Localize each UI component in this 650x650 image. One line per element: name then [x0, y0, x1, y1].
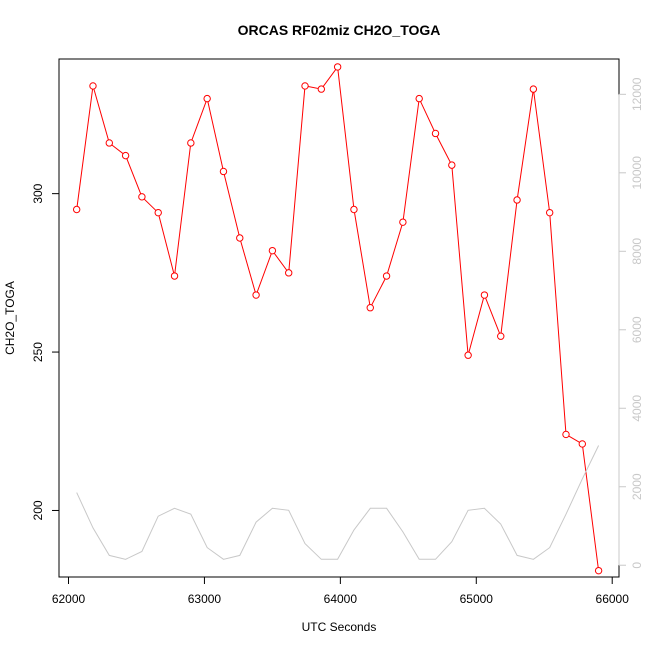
x-tick-label: 64000 — [324, 592, 358, 606]
y2-tick-label: 12000 — [630, 77, 644, 111]
ch2o-data-point — [105, 139, 113, 147]
ch2o-series-line — [76, 65, 600, 571]
y-axis-left: 200 250 300 — [31, 183, 60, 520]
y-axis-right: 0 2000 4000 6000 8000 10000 12000 — [618, 77, 644, 569]
y-axis-label: CH2O_TOGA — [3, 281, 17, 355]
ch2o-data-point — [72, 205, 81, 214]
ch2o-data-point — [317, 85, 326, 93]
y2-tick-label: 0 — [630, 562, 644, 569]
ch2o-data-point — [285, 269, 293, 277]
ch2o-data-point — [236, 234, 244, 242]
x-tick-label: 62000 — [52, 592, 86, 606]
plot-frame — [58, 58, 620, 578]
x-tick-label: 66000 — [596, 592, 630, 606]
ch2o-data-point — [448, 161, 456, 169]
y2-tick-label: 8000 — [630, 238, 644, 265]
x-tick-label: 63000 — [188, 592, 222, 606]
ch2o-data-point — [578, 440, 587, 448]
ch2o-data-point — [333, 63, 342, 71]
ch2o-data-point — [562, 430, 570, 439]
y2-tick-label: 2000 — [630, 473, 644, 500]
ch2o-data-point — [350, 205, 358, 214]
ch2o-data-point — [138, 193, 146, 201]
ch2o-data-point — [366, 304, 374, 312]
y-tick-label: 250 — [31, 342, 45, 362]
y2-tick-label: 10000 — [630, 156, 644, 190]
ch2o-data-point — [121, 151, 130, 160]
ch2o-data-point — [480, 291, 489, 299]
ch2o-data-point — [431, 129, 440, 138]
series-layer — [72, 63, 603, 575]
ch2o-data-point — [382, 272, 391, 280]
ch2o-data-point — [170, 272, 179, 280]
ch2o-data-point — [219, 167, 228, 176]
y-tick-label: 200 — [31, 500, 45, 520]
secondary-series-line — [76, 445, 600, 560]
ch2o-data-point — [252, 291, 260, 299]
ch2o-data-point — [529, 85, 538, 93]
x-axis-label: UTC Seconds — [302, 620, 377, 634]
x-axis: 62000 63000 64000 65000 66000 — [52, 576, 630, 606]
ch2o-data-point — [187, 139, 195, 147]
chart-title: ORCAS RF02miz CH2O_TOGA — [238, 22, 441, 38]
ch2o-data-point — [464, 351, 472, 359]
ch2o-data-point — [301, 82, 309, 90]
ch2o-data-point — [89, 82, 97, 90]
ch2o-data-point — [415, 94, 423, 103]
ch2o-data-point — [513, 196, 521, 204]
y2-tick-label: 6000 — [630, 316, 644, 343]
ch2o-data-point — [154, 208, 162, 217]
ch2o-data-point — [268, 246, 277, 255]
ch2o-data-point — [594, 566, 603, 575]
ch2o-data-point — [203, 94, 211, 103]
ch2o-data-point — [497, 332, 505, 340]
ch2o-data-point — [399, 218, 407, 226]
ch2o-data-point — [545, 208, 554, 217]
y2-tick-label: 4000 — [630, 395, 644, 422]
x-tick-label: 65000 — [460, 592, 494, 606]
y-tick-label: 300 — [31, 183, 45, 203]
